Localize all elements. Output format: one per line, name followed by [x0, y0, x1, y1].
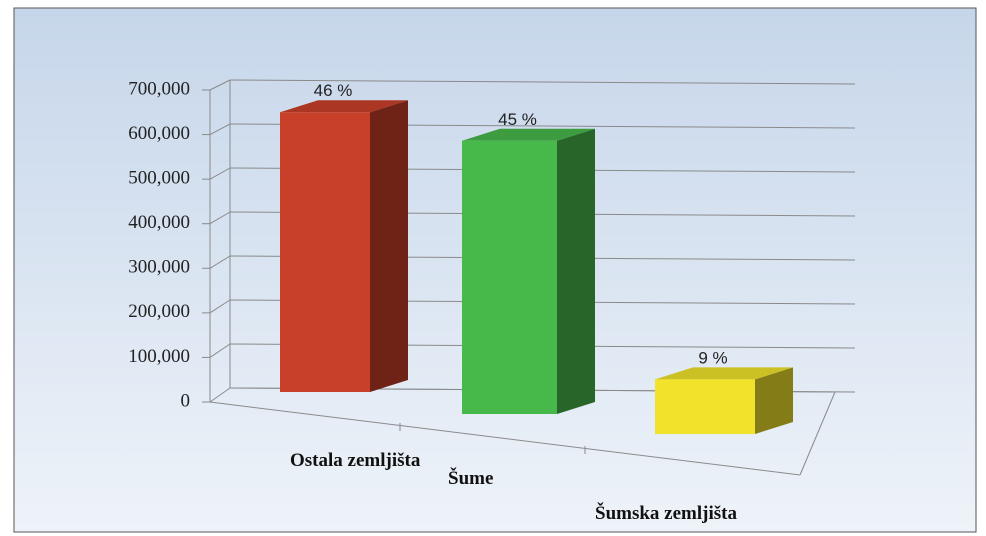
- bar: [280, 112, 370, 392]
- y-tick-label: 0: [181, 390, 191, 411]
- grid-line: [209, 343, 231, 358]
- y-tick-label: 300,000: [128, 257, 190, 278]
- y-tick-label: 700,000: [128, 78, 190, 99]
- grid-line: [209, 123, 231, 136]
- x-tick-label: Šumska zemljišta: [595, 502, 737, 524]
- bar-top: [655, 367, 793, 380]
- grid-line: [229, 79, 856, 85]
- grid-line: [209, 211, 231, 225]
- y-tick-label: 400,000: [128, 212, 190, 233]
- y-tick-label: 500,000: [128, 168, 190, 189]
- data-label: 45 %: [498, 110, 537, 129]
- bar-side: [370, 100, 408, 392]
- floor-right-edge: [799, 391, 836, 476]
- x-tick-label: Šume: [448, 467, 493, 489]
- bar-side: [755, 367, 793, 434]
- bar: [655, 379, 755, 434]
- grid-line: [209, 167, 231, 180]
- bar: [462, 140, 557, 415]
- grid-line: [209, 387, 231, 403]
- grid-line: [209, 79, 231, 91]
- bar-side: [557, 128, 595, 415]
- y-tick-label: 100,000: [128, 346, 190, 367]
- grid-line: [209, 255, 231, 269]
- bar-top: [462, 128, 595, 141]
- grid-line: [209, 299, 231, 314]
- data-label: 46 %: [314, 81, 353, 100]
- y-tick-label: 200,000: [128, 301, 190, 322]
- x-tick-label: Ostala zemljišta: [290, 450, 421, 471]
- y-tick-label: 600,000: [128, 123, 190, 144]
- bar-top: [280, 100, 408, 113]
- floor-front-edge: [209, 401, 801, 476]
- data-label: 9 %: [698, 348, 727, 367]
